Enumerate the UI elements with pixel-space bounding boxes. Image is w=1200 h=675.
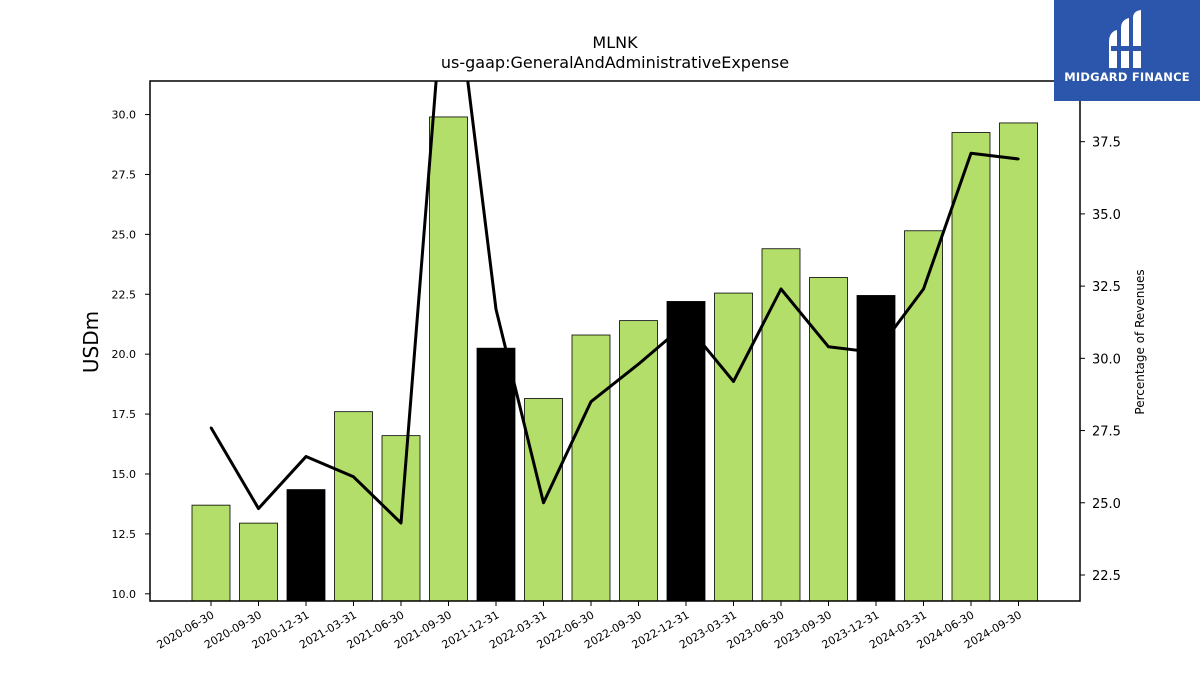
- bar: [239, 522, 278, 602]
- line-point: [304, 455, 308, 458]
- y-right-tick-label: 30.0: [1092, 352, 1121, 367]
- y-tick-label: 22.5: [112, 288, 137, 301]
- y-tick-label: 20.0: [112, 348, 137, 361]
- line-point: [399, 521, 403, 525]
- bar: [666, 301, 706, 602]
- line-point: [922, 287, 925, 291]
- line-point: [874, 351, 878, 354]
- bar: [904, 230, 943, 602]
- bar: [191, 504, 231, 602]
- y-right-tick-label: 37.5: [1092, 136, 1121, 151]
- y-axis-label: USDm: [79, 311, 103, 373]
- y-tick-label: 12.5: [112, 528, 137, 541]
- line-point: [637, 362, 640, 366]
- chart-subtitle: us-gaap:GeneralAndAdministrativeExpense: [441, 53, 789, 72]
- chart-title: MLNK: [592, 33, 638, 52]
- line-point: [257, 507, 260, 510]
- bar: [856, 295, 896, 602]
- brand-logo: MIDGARD FINANCE: [1054, 0, 1200, 101]
- line-point: [969, 152, 973, 155]
- bar: [761, 248, 801, 602]
- plot-area: 10.0 12.5 15.0 17.5 20.0 22.5 25.0 27.5 30.0 22.5…: [112, 80, 1121, 652]
- line-point: [684, 322, 688, 325]
- bar: [809, 277, 848, 602]
- bar: [999, 122, 1038, 602]
- y-right-tick-label: 32.5: [1092, 280, 1121, 295]
- y-tick-label: 17.5: [112, 408, 137, 421]
- y-tick-label: 10.0: [112, 588, 137, 601]
- line-point: [209, 426, 213, 429]
- bar: [714, 292, 753, 602]
- bar: [286, 489, 326, 602]
- bar: [951, 132, 991, 602]
- line-point: [827, 345, 830, 348]
- bar: [334, 411, 373, 602]
- bar: [476, 347, 516, 602]
- y-tick-label: 15.0: [112, 468, 137, 481]
- y-tick-label: 25.0: [112, 228, 137, 241]
- line-point: [352, 475, 355, 478]
- line-point: [779, 287, 783, 291]
- axes-frame: [149, 80, 1081, 602]
- line-point: [589, 400, 593, 403]
- y-axis-right-label: Percentage of Revenues: [1133, 269, 1147, 414]
- y-right-tick-label: 27.5: [1092, 425, 1121, 440]
- y-tick-label: 27.5: [112, 168, 137, 181]
- bar: [429, 116, 468, 602]
- y-right-tick-label: 35.0: [1092, 208, 1121, 223]
- bar: [619, 320, 658, 602]
- logo-mark-icon: [1109, 10, 1141, 68]
- line-point: [542, 501, 545, 504]
- line-point: [732, 380, 735, 383]
- line-point: [1017, 157, 1020, 161]
- line-point: [494, 308, 498, 311]
- y-right-tick-label: 25.0: [1092, 497, 1121, 512]
- bar: [571, 334, 611, 602]
- y-tick-label: 30.0: [112, 109, 137, 122]
- brand-name: MIDGARD FINANCE: [1064, 70, 1190, 84]
- y-right-tick-label: 22.5: [1092, 569, 1121, 584]
- line-series: [209, 81, 1019, 525]
